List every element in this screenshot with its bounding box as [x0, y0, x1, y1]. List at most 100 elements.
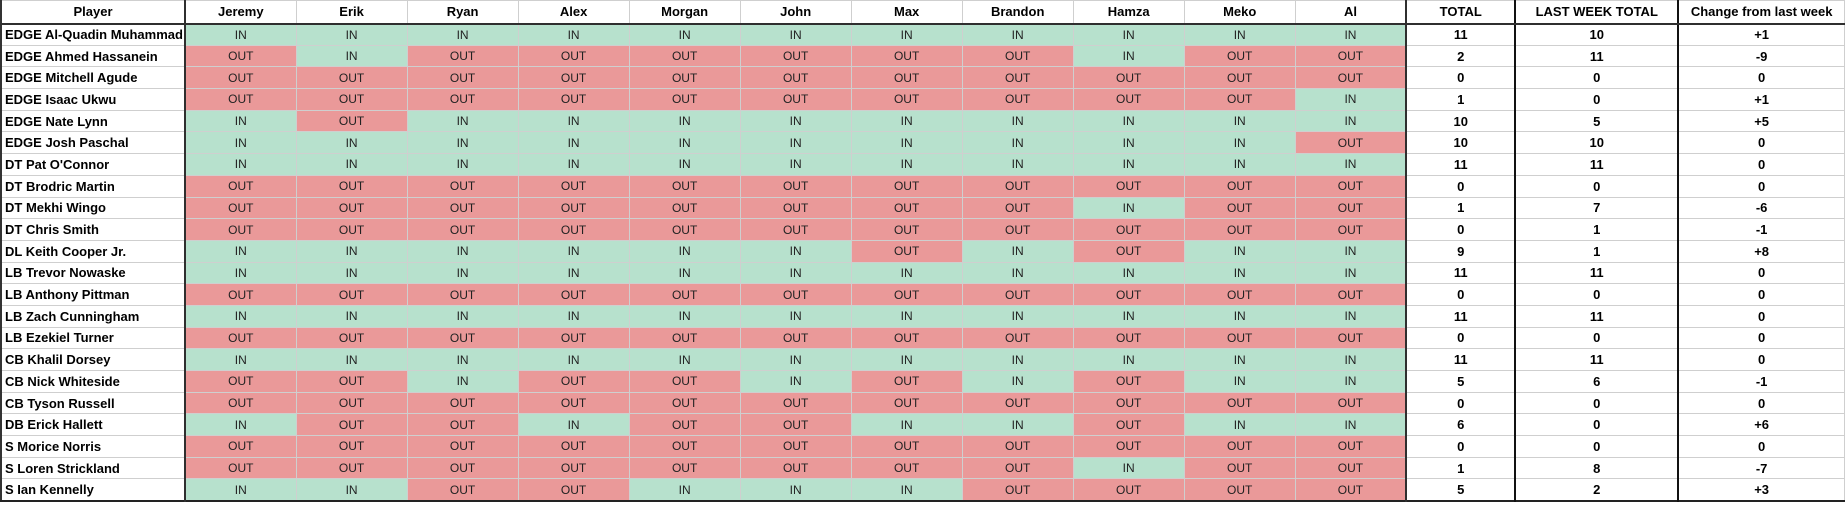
vote-cell[interactable]: IN: [961, 413, 1074, 437]
vote-cell[interactable]: IN: [961, 261, 1074, 285]
vote-cell[interactable]: IN: [628, 23, 741, 46]
vote-cell[interactable]: OUT: [295, 326, 408, 350]
change-cell[interactable]: -9: [1677, 44, 1846, 68]
player-name-cell[interactable]: EDGE Nate Lynn: [0, 109, 187, 133]
vote-cell[interactable]: IN: [517, 261, 630, 285]
vote-cell[interactable]: IN: [517, 131, 630, 155]
vote-cell[interactable]: OUT: [295, 109, 408, 133]
player-name-cell[interactable]: DT Brodric Martin: [0, 174, 187, 198]
vote-cell[interactable]: OUT: [295, 174, 408, 198]
player-name-cell[interactable]: S Ian Kennelly: [0, 478, 187, 502]
vote-cell[interactable]: IN: [406, 261, 519, 285]
vote-cell[interactable]: IN: [1294, 370, 1408, 393]
vote-cell[interactable]: IN: [406, 153, 519, 176]
vote-cell[interactable]: OUT: [517, 66, 630, 90]
vote-cell[interactable]: OUT: [628, 196, 741, 220]
vote-cell[interactable]: IN: [739, 109, 852, 133]
change-cell[interactable]: +1: [1677, 23, 1846, 46]
player-name-cell[interactable]: S Morice Norris: [0, 435, 187, 458]
vote-cell[interactable]: IN: [184, 109, 297, 133]
player-name-cell[interactable]: EDGE Al-Quadin Muhammad: [0, 23, 187, 46]
vote-cell[interactable]: OUT: [628, 283, 741, 306]
vote-cell[interactable]: OUT: [739, 66, 852, 90]
last-week-total-cell[interactable]: 0: [1514, 88, 1680, 111]
vote-cell[interactable]: OUT: [850, 239, 963, 263]
change-cell[interactable]: 0: [1677, 174, 1846, 198]
vote-cell[interactable]: OUT: [1183, 283, 1296, 306]
vote-cell[interactable]: OUT: [628, 326, 741, 350]
vote-cell[interactable]: IN: [1294, 261, 1408, 285]
vote-cell[interactable]: OUT: [739, 218, 852, 241]
column-header-voter-al[interactable]: Al: [1294, 0, 1408, 25]
total-cell[interactable]: 10: [1405, 109, 1517, 133]
vote-cell[interactable]: OUT: [628, 413, 741, 437]
vote-cell[interactable]: OUT: [739, 435, 852, 458]
vote-cell[interactable]: IN: [1183, 239, 1296, 263]
change-cell[interactable]: +1: [1677, 88, 1846, 111]
vote-cell[interactable]: IN: [1294, 153, 1408, 176]
player-name-cell[interactable]: EDGE Ahmed Hassanein: [0, 44, 187, 68]
total-cell[interactable]: 11: [1405, 153, 1517, 176]
vote-cell[interactable]: OUT: [1072, 283, 1185, 306]
vote-cell[interactable]: IN: [184, 239, 297, 263]
vote-cell[interactable]: OUT: [1294, 478, 1408, 502]
last-week-total-cell[interactable]: 0: [1514, 326, 1680, 350]
vote-cell[interactable]: IN: [739, 261, 852, 285]
vote-cell[interactable]: OUT: [184, 88, 297, 111]
vote-cell[interactable]: OUT: [1294, 66, 1408, 90]
column-header-voter-hamza[interactable]: Hamza: [1072, 0, 1185, 25]
vote-cell[interactable]: OUT: [295, 370, 408, 393]
last-week-total-cell[interactable]: 0: [1514, 174, 1680, 198]
vote-cell[interactable]: OUT: [517, 88, 630, 111]
total-cell[interactable]: 1: [1405, 456, 1517, 480]
change-cell[interactable]: 0: [1677, 131, 1846, 155]
vote-cell[interactable]: OUT: [184, 370, 297, 393]
last-week-total-cell[interactable]: 0: [1514, 66, 1680, 90]
vote-cell[interactable]: IN: [628, 478, 741, 502]
column-header-voter-alex[interactable]: Alex: [517, 0, 630, 25]
total-cell[interactable]: 0: [1405, 391, 1517, 415]
total-cell[interactable]: 0: [1405, 174, 1517, 198]
vote-cell[interactable]: IN: [295, 304, 408, 328]
vote-cell[interactable]: OUT: [1294, 283, 1408, 306]
vote-cell[interactable]: OUT: [739, 391, 852, 415]
vote-cell[interactable]: OUT: [1294, 174, 1408, 198]
vote-cell[interactable]: OUT: [850, 196, 963, 220]
vote-cell[interactable]: IN: [961, 153, 1074, 176]
vote-cell[interactable]: OUT: [628, 44, 741, 68]
vote-cell[interactable]: IN: [1183, 109, 1296, 133]
vote-cell[interactable]: OUT: [184, 196, 297, 220]
vote-cell[interactable]: OUT: [961, 88, 1074, 111]
vote-cell[interactable]: OUT: [1072, 391, 1185, 415]
player-name-cell[interactable]: CB Khalil Dorsey: [0, 348, 187, 371]
player-name-cell[interactable]: EDGE Mitchell Agude: [0, 66, 187, 90]
vote-cell[interactable]: IN: [1294, 304, 1408, 328]
vote-cell[interactable]: OUT: [1072, 435, 1185, 458]
vote-cell[interactable]: OUT: [517, 196, 630, 220]
vote-cell[interactable]: OUT: [961, 435, 1074, 458]
player-name-cell[interactable]: LB Ezekiel Turner: [0, 326, 187, 350]
last-week-total-cell[interactable]: 10: [1514, 131, 1680, 155]
vote-cell[interactable]: IN: [739, 131, 852, 155]
vote-cell[interactable]: IN: [1072, 261, 1185, 285]
vote-cell[interactable]: OUT: [739, 174, 852, 198]
vote-cell[interactable]: OUT: [739, 283, 852, 306]
vote-cell[interactable]: OUT: [1294, 196, 1408, 220]
column-header-total[interactable]: TOTAL: [1405, 0, 1517, 25]
vote-cell[interactable]: IN: [1183, 261, 1296, 285]
vote-cell[interactable]: IN: [1183, 348, 1296, 371]
player-name-cell[interactable]: CB Nick Whiteside: [0, 370, 187, 393]
vote-cell[interactable]: OUT: [961, 283, 1074, 306]
vote-cell[interactable]: IN: [850, 131, 963, 155]
total-cell[interactable]: 0: [1405, 326, 1517, 350]
vote-cell[interactable]: IN: [517, 304, 630, 328]
vote-cell[interactable]: IN: [850, 413, 963, 437]
vote-cell[interactable]: OUT: [1183, 326, 1296, 350]
vote-cell[interactable]: OUT: [1294, 44, 1408, 68]
last-week-total-cell[interactable]: 1: [1514, 218, 1680, 241]
vote-cell[interactable]: IN: [1294, 239, 1408, 263]
vote-cell[interactable]: OUT: [517, 283, 630, 306]
vote-cell[interactable]: OUT: [406, 88, 519, 111]
vote-cell[interactable]: IN: [961, 348, 1074, 371]
vote-cell[interactable]: IN: [1183, 153, 1296, 176]
